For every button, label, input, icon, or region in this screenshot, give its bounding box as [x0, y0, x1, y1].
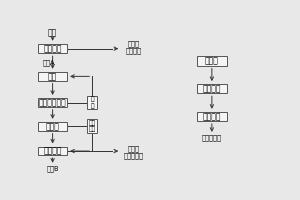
Text: 石膏液
（外售）: 石膏液 （外售） — [126, 40, 142, 54]
Text: 固砷渣
（填埋场）: 固砷渣 （填埋场） — [124, 145, 144, 159]
Text: 深度除砷: 深度除砷 — [44, 147, 62, 156]
FancyBboxPatch shape — [38, 44, 67, 53]
Text: 氧化: 氧化 — [48, 72, 57, 81]
FancyBboxPatch shape — [38, 122, 67, 131]
FancyBboxPatch shape — [38, 72, 67, 81]
Text: 溶液A: 溶液A — [42, 59, 55, 66]
Text: 其余
成液: 其余 成液 — [88, 120, 96, 132]
Text: 砷选择性沉淀: 砷选择性沉淀 — [39, 98, 67, 107]
FancyBboxPatch shape — [197, 56, 227, 66]
Text: 溶液B: 溶液B — [46, 165, 59, 172]
Text: 底
液: 底 液 — [90, 96, 94, 109]
FancyBboxPatch shape — [197, 112, 227, 121]
FancyBboxPatch shape — [38, 147, 67, 155]
FancyBboxPatch shape — [88, 96, 97, 109]
FancyBboxPatch shape — [38, 98, 67, 107]
FancyBboxPatch shape — [88, 119, 97, 133]
Text: 铼酸铵晶体: 铼酸铵晶体 — [202, 135, 222, 141]
Text: 铼回收: 铼回收 — [46, 122, 59, 131]
Text: 铼回收: 铼回收 — [205, 56, 219, 65]
Text: 污酸: 污酸 — [48, 28, 57, 37]
Text: 中和降酸: 中和降酸 — [44, 44, 62, 53]
FancyBboxPatch shape — [197, 84, 227, 93]
Text: 蒸发浓缩: 蒸发浓缩 — [202, 84, 221, 93]
Text: 冷却结晶: 冷却结晶 — [202, 112, 221, 121]
